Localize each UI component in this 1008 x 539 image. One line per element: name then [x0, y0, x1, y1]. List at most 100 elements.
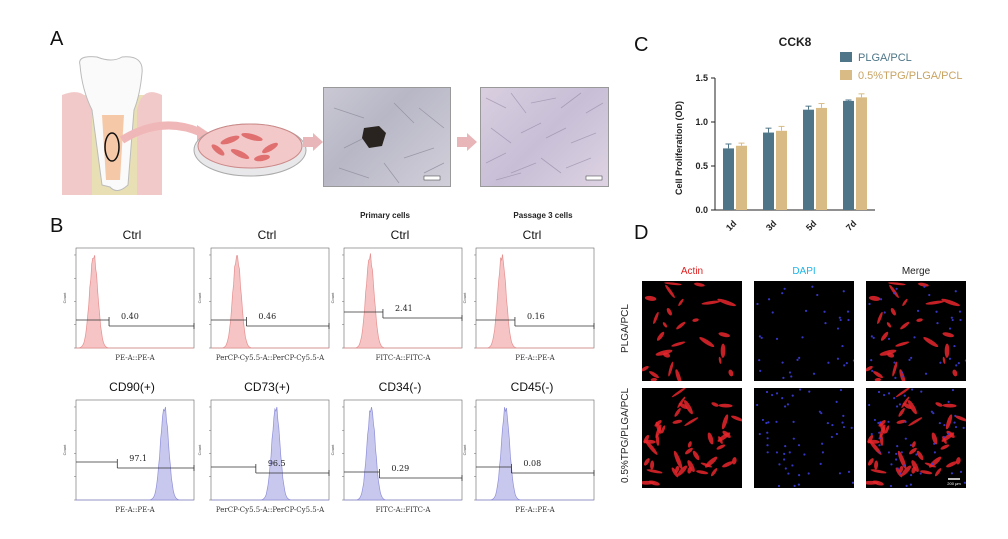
fluorescence-image — [642, 388, 742, 488]
histogram: Count — [330, 399, 463, 501]
y-tick-label: 0.5 — [695, 161, 708, 171]
bar — [736, 145, 747, 210]
histogram: Count — [62, 247, 195, 349]
y-axis-label: Count — [462, 292, 467, 304]
caption-passage3-cells: Passage 3 cells — [513, 211, 573, 220]
flow-title: CD90(+) — [109, 380, 155, 394]
histogram-peak — [211, 406, 329, 501]
fluorescence-image — [642, 281, 742, 381]
bar — [723, 148, 734, 210]
petri-dish-icon — [193, 123, 307, 177]
histogram: Count — [462, 399, 595, 501]
histogram-peak — [211, 255, 329, 349]
histogram-peak — [344, 407, 462, 501]
x-tick-label: 1d — [724, 218, 739, 233]
flow-title: CD45(-) — [510, 380, 554, 394]
x-tick-label: 3d — [764, 218, 779, 233]
fluorescence-image: 200 μm — [866, 388, 966, 488]
x-axis-label: PE-A::PE-A — [115, 506, 155, 514]
histogram-peak — [76, 406, 194, 501]
flow-title: Ctrl — [522, 228, 542, 242]
pulp-selection-circle — [104, 132, 120, 162]
pulp — [102, 115, 124, 180]
bar — [856, 97, 867, 210]
y-axis-label: Count — [62, 292, 67, 304]
passage3-cells-image — [480, 87, 609, 187]
bar — [776, 130, 787, 210]
bar — [763, 132, 774, 210]
chart-ylabel: Cell Proliferation (OD) — [674, 101, 684, 195]
flow-title: CD34(-) — [378, 380, 422, 394]
histogram-peak — [76, 255, 194, 349]
x-axis-label: PerCP-Cy5.5-A::PerCP-Cy5.5-A — [215, 506, 325, 514]
gate-percentage: 96.5 — [267, 459, 286, 468]
legend-swatch — [840, 70, 852, 80]
plot-frame — [75, 399, 195, 501]
histogram: Count — [62, 399, 195, 501]
histogram-peak — [476, 407, 594, 501]
caption-primary-cells: Primary cells — [360, 211, 410, 220]
x-axis-label: FITC-A::FITC-A — [375, 354, 431, 362]
x-axis-label: PE-A::PE-A — [115, 354, 155, 362]
gate-percentage: 0.29 — [391, 464, 410, 473]
gate-percentage: 0.40 — [121, 312, 139, 321]
plot-frame — [475, 247, 595, 349]
plot-frame — [475, 399, 595, 501]
gum-right — [137, 92, 162, 195]
panel-letter-b: B — [50, 215, 64, 237]
flow-plot-6: CD73(+) Count 96.5 PerCP-Cy5.5-A::PerCP-Cy5… — [197, 380, 345, 525]
x-axis-label: PerCP-Cy5.5-A::PerCP-Cy5.5-A — [215, 354, 325, 362]
scale-bar-label: 200 μm — [947, 481, 961, 486]
gate-percentage: 0.46 — [258, 312, 277, 321]
legend-swatch — [840, 52, 852, 62]
cck8-chart: CCK8 Cell Proliferation (OD) 0.0 0.5 1.0 1.… — [674, 35, 963, 233]
flow-plot-5: CD90(+) Count 97.1 PE-A::PE-A — [62, 380, 210, 525]
gate-percentage: 2.41 — [394, 304, 413, 313]
y-tick-label: 1.5 — [695, 73, 708, 83]
fluorescence-image — [754, 281, 854, 381]
panel-letter-d: D — [634, 222, 649, 244]
bar — [843, 100, 854, 210]
plot-frame — [210, 247, 330, 349]
tooth-illustration — [62, 56, 212, 195]
y-axis-label: Count — [62, 444, 67, 456]
y-tick-label: 1.0 — [695, 117, 708, 127]
flow-title: Ctrl — [257, 228, 277, 242]
plot-frame — [343, 247, 463, 349]
histogram: Count — [462, 247, 595, 349]
y-axis-label: Count — [197, 444, 202, 456]
bar — [816, 107, 827, 210]
flow-title: Ctrl — [390, 228, 410, 242]
x-tick-label: 7d — [844, 218, 859, 233]
tissue-explant — [362, 126, 386, 148]
x-axis-label: FITC-A::FITC-A — [375, 506, 431, 514]
fluor-row-label: PLGA/PCL — [620, 304, 631, 354]
primary-cells-image — [323, 87, 451, 187]
x-axis-label: PE-A::PE-A — [515, 506, 555, 514]
flow-title: Ctrl — [122, 228, 142, 242]
panel-letter-a: A — [50, 28, 64, 50]
histogram: Count — [330, 247, 463, 349]
legend-label: PLGA/PCL — [858, 52, 912, 64]
histogram-peak — [344, 253, 462, 349]
gate-percentage: 0.16 — [526, 312, 545, 321]
fluor-row-label: 0.5%TPG/PLGA/PCL — [620, 387, 631, 483]
y-axis-label: Count — [330, 292, 335, 304]
y-axis-label: Count — [330, 444, 335, 456]
panel-letter-c: C — [634, 34, 649, 56]
x-axis-label: PE-A::PE-A — [515, 354, 555, 362]
arrow-icon — [303, 133, 323, 151]
fluor-column-label-actin: Actin — [680, 266, 704, 277]
arrow-icon — [457, 133, 477, 151]
histogram-peak — [476, 254, 594, 349]
chart-title: CCK8 — [779, 35, 812, 49]
gate-percentage: 0.08 — [523, 459, 542, 468]
fluor-column-label-dapi: DAPI — [792, 266, 816, 277]
plot-frame — [343, 399, 463, 501]
arrow-to-dish — [119, 121, 204, 144]
fluorescence-image — [754, 388, 854, 488]
